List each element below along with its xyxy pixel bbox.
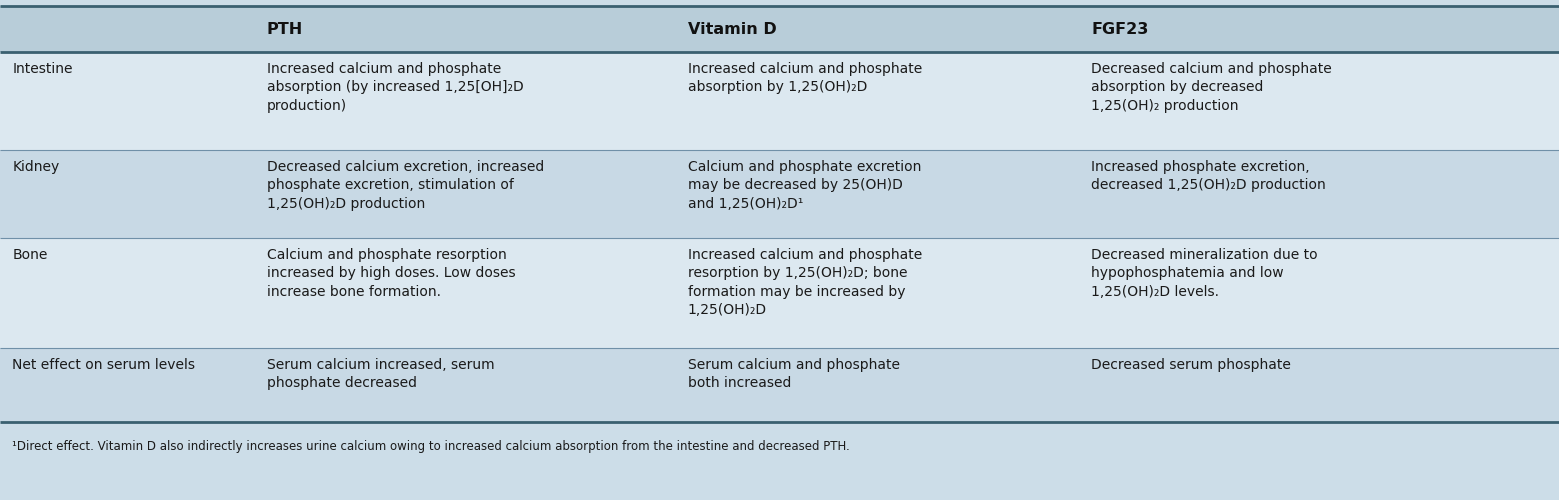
Text: Serum calcium increased, serum
phosphate decreased: Serum calcium increased, serum phosphate… [267, 358, 494, 390]
Text: Increased phosphate excretion,
decreased 1,25(OH)₂D production: Increased phosphate excretion, decreased… [1091, 160, 1327, 192]
Text: Intestine: Intestine [12, 62, 73, 76]
Text: Bone: Bone [12, 248, 48, 262]
Bar [0, 348, 1559, 422]
Text: PTH: PTH [267, 22, 302, 36]
Text: Decreased calcium excretion, increased
phosphate excretion, stimulation of
1,25(: Decreased calcium excretion, increased p… [267, 160, 544, 211]
Text: ¹Direct effect. Vitamin D also indirectly increases urine calcium owing to incre: ¹Direct effect. Vitamin D also indirectl… [12, 440, 850, 453]
Text: Kidney: Kidney [12, 160, 59, 174]
Text: Vitamin D: Vitamin D [688, 22, 776, 36]
Text: Net effect on serum levels: Net effect on serum levels [12, 358, 195, 372]
Text: Increased calcium and phosphate
absorption (by increased 1,25[OH]₂D
production): Increased calcium and phosphate absorpti… [267, 62, 524, 113]
Bar [0, 52, 1559, 150]
Bar [0, 238, 1559, 348]
Text: Increased calcium and phosphate
resorption by 1,25(OH)₂D; bone
formation may be : Increased calcium and phosphate resorpti… [688, 248, 921, 317]
Text: FGF23: FGF23 [1091, 22, 1149, 36]
Bar [0, 6, 1559, 52]
Text: Decreased mineralization due to
hypophosphatemia and low
1,25(OH)₂D levels.: Decreased mineralization due to hypophos… [1091, 248, 1317, 299]
Text: Serum calcium and phosphate
both increased: Serum calcium and phosphate both increas… [688, 358, 900, 390]
Bar [0, 150, 1559, 238]
Text: Decreased serum phosphate: Decreased serum phosphate [1091, 358, 1291, 372]
Text: Calcium and phosphate resorption
increased by high doses. Low doses
increase bon: Calcium and phosphate resorption increas… [267, 248, 514, 299]
Text: Decreased calcium and phosphate
absorption by decreased
1,25(OH)₂ production: Decreased calcium and phosphate absorpti… [1091, 62, 1331, 113]
Text: Calcium and phosphate excretion
may be decreased by 25(OH)D
and 1,25(OH)₂D¹: Calcium and phosphate excretion may be d… [688, 160, 921, 211]
Text: Increased calcium and phosphate
absorption by 1,25(OH)₂D: Increased calcium and phosphate absorpti… [688, 62, 921, 94]
